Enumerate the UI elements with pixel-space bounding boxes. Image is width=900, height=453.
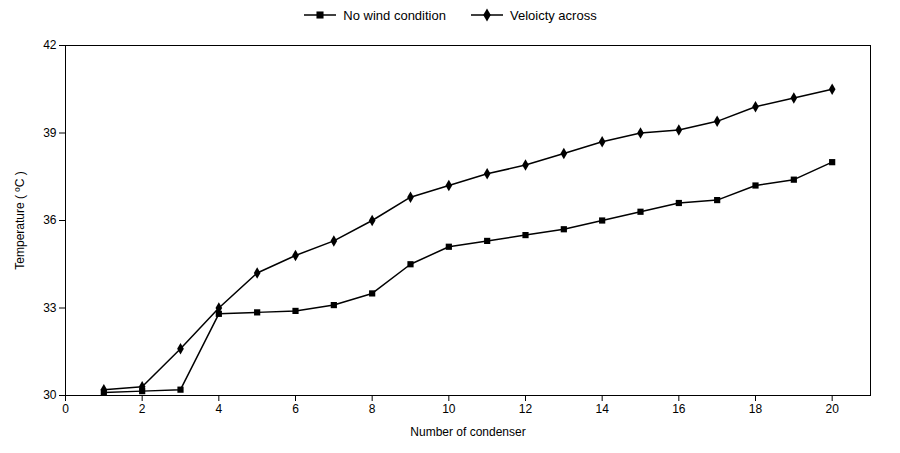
svg-text:10: 10 bbox=[442, 402, 456, 416]
svg-text:8: 8 bbox=[369, 402, 376, 416]
html-text:Veloicty across: Veloicty across bbox=[510, 7, 597, 23]
svg-text:0: 0 bbox=[62, 402, 69, 416]
svg-text:30: 30 bbox=[43, 388, 57, 402]
svg-text:12: 12 bbox=[519, 402, 533, 416]
svg-text:Temperature ( ºC ): Temperature ( ºC ) bbox=[13, 171, 27, 269]
svg-text:33: 33 bbox=[43, 301, 57, 315]
svg-text:20: 20 bbox=[825, 402, 839, 416]
svg-text:39: 39 bbox=[43, 126, 57, 140]
svg-text:16: 16 bbox=[672, 402, 686, 416]
svg-text:2: 2 bbox=[139, 402, 146, 416]
svg-text:42: 42 bbox=[43, 38, 57, 52]
svg-text:18: 18 bbox=[749, 402, 763, 416]
svg-text:36: 36 bbox=[43, 213, 57, 227]
svg-text:14: 14 bbox=[595, 402, 609, 416]
html-text:No wind condition: No wind condition bbox=[343, 7, 446, 23]
svg-text:Number of condenser: Number of condenser bbox=[410, 425, 525, 439]
svg-text:6: 6 bbox=[292, 402, 299, 416]
svg-text:4: 4 bbox=[215, 402, 222, 416]
